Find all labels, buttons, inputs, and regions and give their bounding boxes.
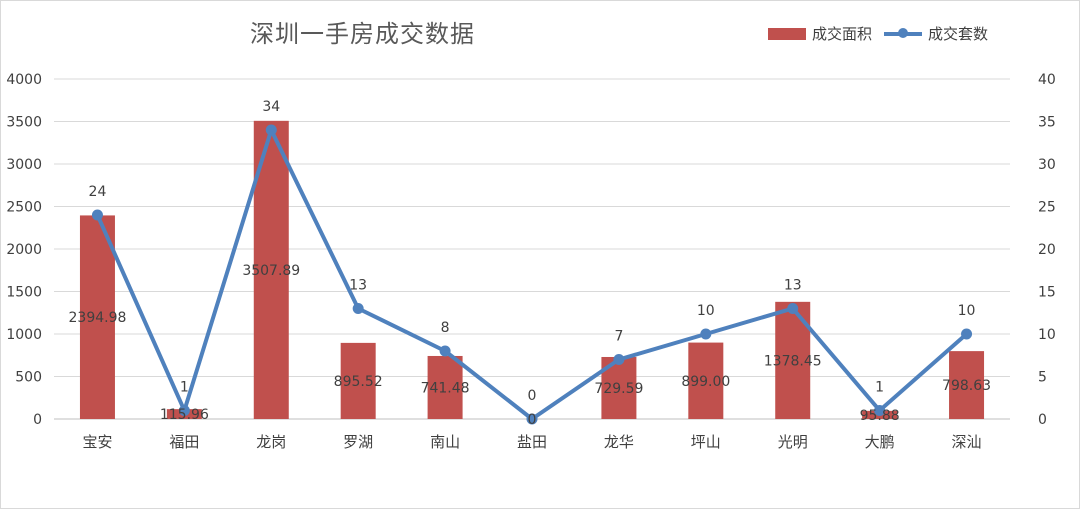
y-left-tick-label: 1000 <box>6 327 42 343</box>
y-right-tick-label: 30 <box>1038 157 1056 173</box>
legend-swatch-area <box>768 27 806 40</box>
bar-罗湖 <box>340 342 376 419</box>
x-tick-label: 龙华 <box>604 433 634 451</box>
y-right-tick-label: 40 <box>1038 72 1056 88</box>
legend-label-area: 成交面积 <box>812 25 873 43</box>
point-坪山 <box>700 328 712 340</box>
x-tick-label: 龙岗 <box>256 433 286 451</box>
point-大鹏 <box>874 405 886 416</box>
y-left-tick-label: 4000 <box>6 72 42 88</box>
y-left-tick-label: 3500 <box>6 115 42 131</box>
y-right-tick-label: 0 <box>1038 412 1047 428</box>
x-tick-label: 罗湖 <box>343 433 373 451</box>
y-left-tick-label: 1500 <box>6 285 42 301</box>
x-tick-label: 盐田 <box>517 433 547 451</box>
line-data-label: 10 <box>697 303 715 319</box>
bar-data-label: 95.88 <box>860 408 900 424</box>
y-left-tick-label: 3000 <box>6 157 42 173</box>
point-深汕 <box>961 328 973 340</box>
line-data-label: 1 <box>180 380 189 396</box>
bar-data-label: 0 <box>528 412 537 428</box>
bar-宝安 <box>79 215 115 419</box>
line-data-label: 34 <box>262 99 280 115</box>
legend-swatch-units <box>884 27 923 38</box>
line-data-label: 8 <box>441 320 450 336</box>
point-南山 <box>439 345 451 357</box>
point-光明 <box>787 303 799 314</box>
x-tick-label: 深汕 <box>952 433 982 451</box>
line-data-label: 10 <box>958 303 976 319</box>
bar-data-label: 2394.98 <box>69 310 127 326</box>
line-data-label: 24 <box>89 184 107 200</box>
y-left-tick-label: 2500 <box>6 200 42 216</box>
line-data-label: 13 <box>349 278 367 294</box>
chart-title: 深圳一手房成交数据 <box>250 20 475 48</box>
y-right-tick-label: 25 <box>1038 200 1056 216</box>
bar-南山 <box>427 355 463 419</box>
x-tick-label: 大鹏 <box>865 433 895 451</box>
point-龙岗 <box>265 124 277 136</box>
bar-data-label: 115.96 <box>160 407 209 423</box>
legend-label-units: 成交套数 <box>928 25 989 43</box>
x-tick-label: 福田 <box>169 433 199 451</box>
x-tick-label: 坪山 <box>691 433 721 451</box>
bar-data-label: 895.52 <box>334 374 383 390</box>
bar-坪山 <box>688 342 724 419</box>
chart-legend: 成交面积 成交套数 <box>768 23 988 44</box>
y-right-tick-label: 35 <box>1038 115 1056 131</box>
y-right-tick-label: 10 <box>1038 327 1056 343</box>
point-罗湖 <box>352 303 364 314</box>
y-left-tick-label: 500 <box>15 370 42 386</box>
bar-data-label: 741.48 <box>421 380 470 396</box>
y-right-tick-label: 20 <box>1038 242 1056 258</box>
bar-深汕 <box>949 351 985 419</box>
bar-data-label: 3507.89 <box>242 263 300 279</box>
bar-data-label: 899.00 <box>681 374 730 390</box>
bar-data-label: 1378.45 <box>764 353 822 369</box>
x-tick-label: 光明 <box>778 433 808 451</box>
x-tick-label: 宝安 <box>82 433 112 451</box>
point-盐田 <box>526 413 538 425</box>
point-宝安 <box>91 209 103 221</box>
line-data-label: 0 <box>528 388 537 404</box>
x-tick-label: 南山 <box>430 433 460 451</box>
line-data-label: 13 <box>784 278 802 294</box>
bar-data-label: 729.59 <box>594 381 643 397</box>
y-left-tick-label: 2000 <box>6 242 42 258</box>
line-data-label: 7 <box>614 329 623 345</box>
bar-data-label: 798.63 <box>942 378 991 394</box>
series-line-units <box>95 128 968 421</box>
y-right-tick-label: 15 <box>1038 285 1056 301</box>
point-福田 <box>178 405 190 416</box>
y-left-tick-label: 0 <box>33 412 42 428</box>
y-right-tick-label: 5 <box>1038 370 1047 386</box>
point-龙华 <box>613 354 625 365</box>
line-data-label: 1 <box>875 380 884 396</box>
